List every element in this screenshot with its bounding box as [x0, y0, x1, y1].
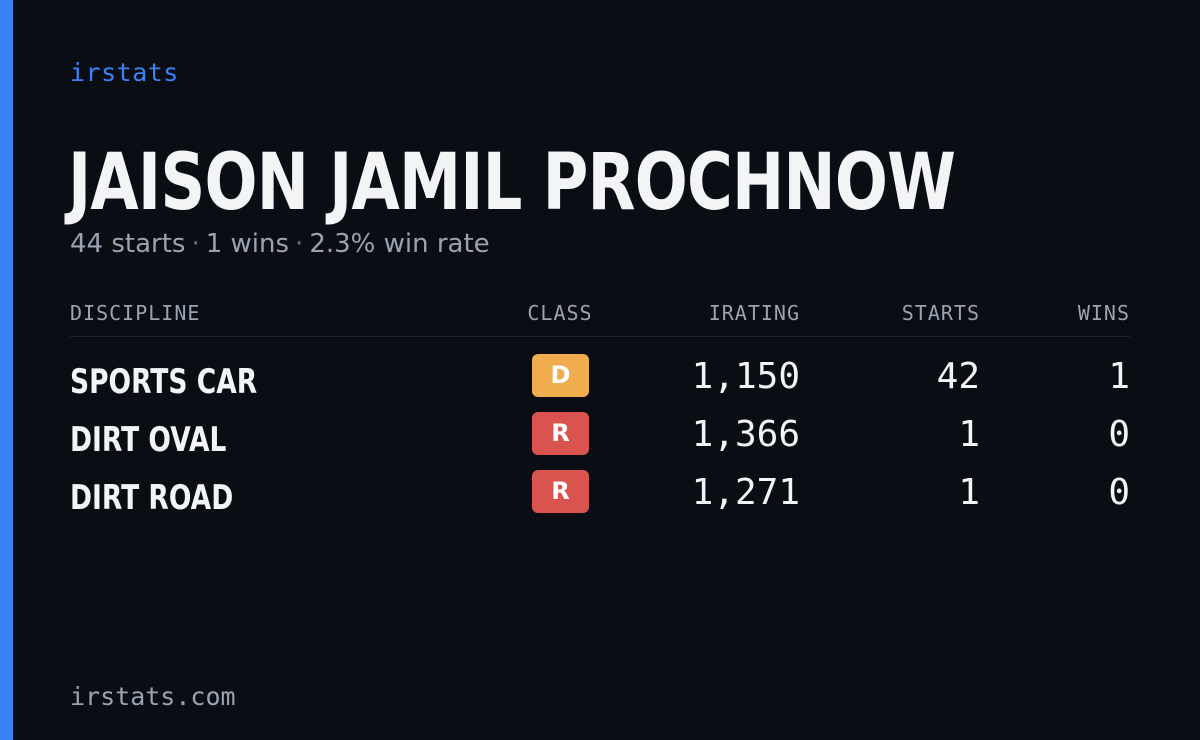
row-irating: 1,366: [691, 414, 800, 455]
license-class-badge: R: [532, 470, 589, 513]
header-discipline: DISCIPLINE: [70, 301, 201, 325]
row-discipline: SPORTS CAR: [70, 362, 258, 402]
table-row: DIRT OVAL R 1,366 1 0: [70, 412, 1130, 462]
stats-table-header: DISCIPLINE CLASS IRATING STARTS WINS: [70, 300, 1130, 326]
header-divider: [70, 336, 1130, 337]
table-row: DIRT ROAD R 1,271 1 0: [70, 470, 1130, 520]
row-wins: 1: [1108, 356, 1130, 397]
header-wins: WINS: [1077, 301, 1130, 325]
row-discipline: DIRT OVAL: [70, 420, 227, 460]
row-starts: 1: [958, 472, 980, 513]
header-class: CLASS: [527, 301, 593, 325]
summary-separator: ·: [191, 229, 200, 259]
row-irating: 1,150: [691, 356, 800, 397]
footer-site-url[interactable]: irstats.com: [70, 682, 236, 711]
row-starts: 1: [958, 414, 980, 455]
header-starts: STARTS: [901, 301, 980, 325]
row-wins: 0: [1108, 414, 1130, 455]
row-irating: 1,271: [691, 472, 800, 513]
summary-starts: 44 starts: [70, 229, 186, 259]
accent-bar: [0, 0, 13, 740]
summary-win-rate: 2.3% win rate: [309, 229, 490, 259]
summary-separator: ·: [295, 229, 304, 259]
player-name: JAISON JAMIL PROCHNOW: [68, 138, 956, 228]
player-summary: 44 starts · 1 wins · 2.3% win rate: [70, 227, 490, 261]
brand-logo-text[interactable]: irstats: [70, 58, 179, 87]
license-class-badge: D: [532, 354, 589, 397]
table-row: SPORTS CAR D 1,150 42 1: [70, 354, 1130, 404]
row-wins: 0: [1108, 472, 1130, 513]
header-irating: IRATING: [708, 301, 800, 325]
row-starts: 42: [936, 356, 980, 397]
license-class-badge: R: [532, 412, 589, 455]
row-discipline: DIRT ROAD: [70, 478, 234, 518]
summary-wins: 1 wins: [205, 229, 290, 259]
